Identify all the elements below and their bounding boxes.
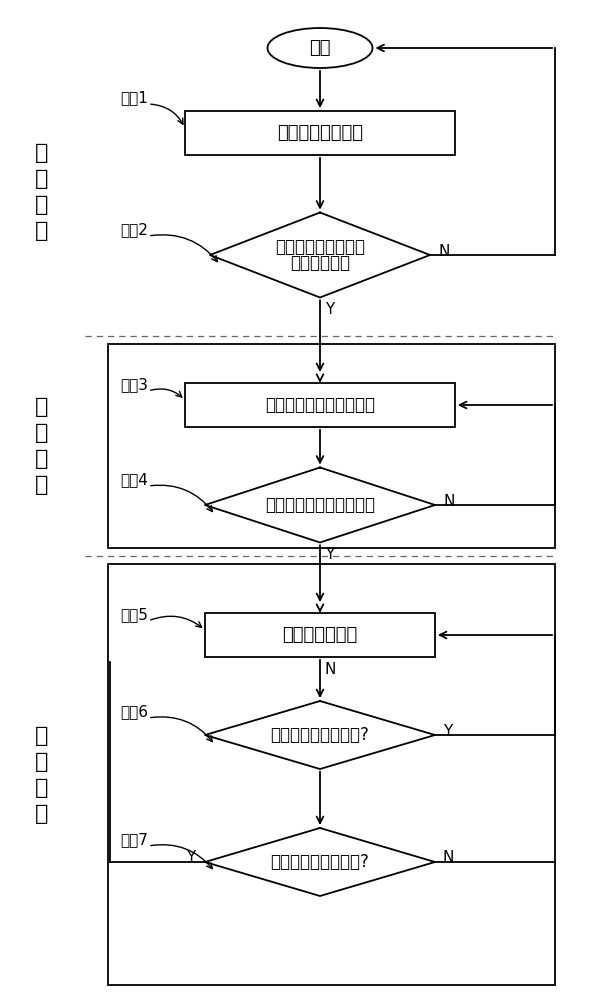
Text: 步骤2: 步骤2: [120, 223, 148, 237]
Text: 步骤1: 步骤1: [120, 91, 148, 105]
Text: 段: 段: [35, 804, 49, 824]
Text: 步骤5: 步骤5: [120, 607, 148, 622]
Text: 阶: 阶: [35, 778, 49, 798]
Text: Y: Y: [187, 850, 195, 865]
Text: 第: 第: [35, 143, 49, 163]
Polygon shape: [210, 213, 430, 298]
Text: 阶: 阶: [35, 449, 49, 469]
Text: N: N: [324, 662, 336, 676]
Bar: [185, 383, 455, 427]
Polygon shape: [205, 468, 435, 542]
Text: 二: 二: [35, 423, 49, 443]
Text: 步骤3: 步骤3: [120, 377, 148, 392]
Text: 三个工作点是否足够靠近: 三个工作点是否足够靠近: [265, 496, 375, 514]
Text: 第: 第: [35, 397, 49, 417]
Polygon shape: [205, 828, 435, 896]
Text: 环境发生了缓慢变化?: 环境发生了缓慢变化?: [270, 853, 369, 871]
Ellipse shape: [267, 28, 372, 68]
Text: 一: 一: [35, 169, 49, 189]
Text: 环境发生了剧烈变化?: 环境发生了剧烈变化?: [270, 726, 369, 744]
Text: 最低工作电压: 最低工作电压: [290, 254, 350, 272]
Text: 段: 段: [35, 475, 49, 495]
Text: 功率闭环控制扫描: 功率闭环控制扫描: [277, 124, 363, 142]
Bar: [205, 613, 435, 657]
Text: 步骤6: 步骤6: [120, 704, 148, 720]
Polygon shape: [205, 701, 435, 769]
Text: 三: 三: [35, 752, 49, 772]
Text: 第: 第: [35, 726, 49, 746]
Text: 段: 段: [35, 221, 49, 241]
Text: 定电压稳态跟踪: 定电压稳态跟踪: [282, 626, 358, 644]
Bar: [108, 344, 555, 548]
Text: N: N: [443, 493, 454, 508]
Text: 步骤7: 步骤7: [120, 832, 148, 848]
Bar: [108, 564, 555, 985]
Text: N: N: [443, 850, 454, 865]
Text: 输出电压小于逆变器: 输出电压小于逆变器: [275, 238, 365, 256]
Text: Y: Y: [326, 302, 334, 317]
Text: 开始: 开始: [309, 39, 331, 57]
Text: 三点协同变步长局部搜索: 三点协同变步长局部搜索: [265, 396, 375, 414]
Text: N: N: [438, 243, 450, 258]
Bar: [185, 111, 455, 155]
Text: 阶: 阶: [35, 195, 49, 215]
Text: Y: Y: [326, 547, 334, 562]
Text: Y: Y: [443, 724, 453, 738]
Text: 步骤4: 步骤4: [120, 473, 148, 488]
